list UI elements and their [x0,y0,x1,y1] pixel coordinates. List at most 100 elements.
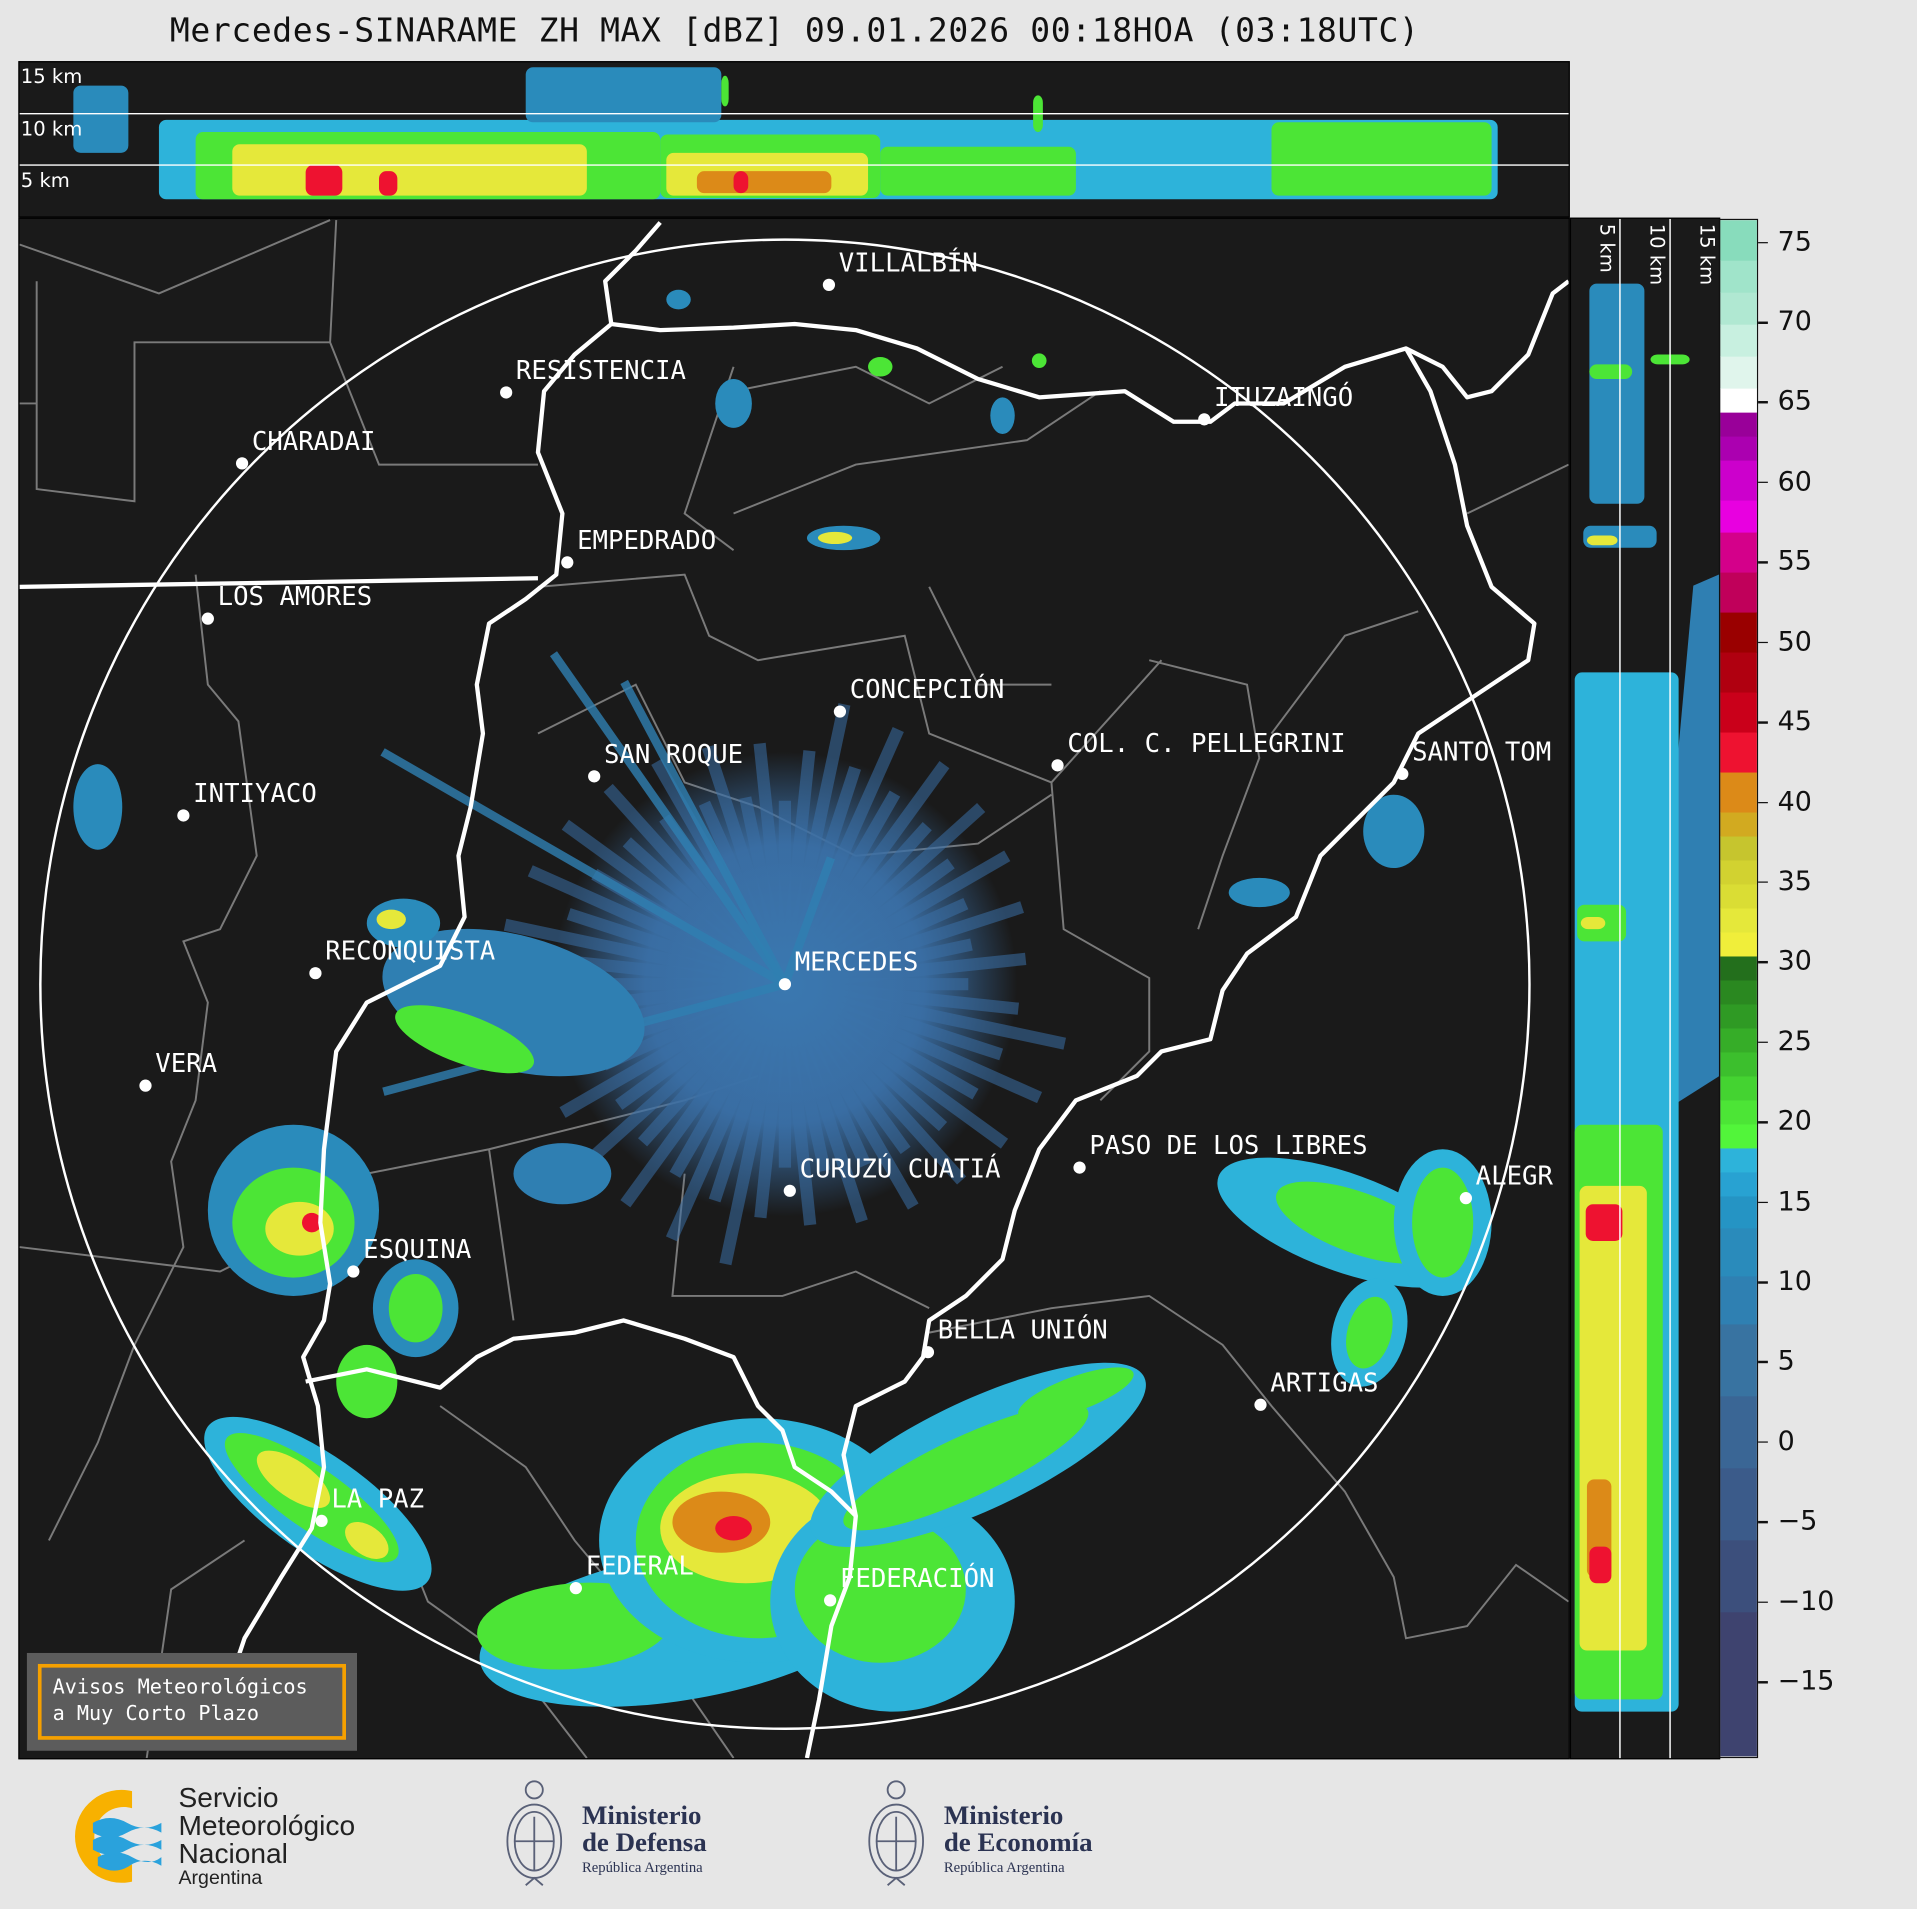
radar-clutter-ray [549,651,789,987]
radar-echo [525,67,722,123]
radar-clutter-ray [620,679,789,987]
radar-echo [256,1450,331,1509]
colorbar-bin [1720,220,1757,261]
city-label: RECONQUISTA [325,936,496,966]
radar-echo [232,144,587,196]
city-marker [139,1079,152,1092]
figure-title: Mercedes-SINARAME ZH MAX [dBZ] 09.01.202… [169,12,1420,51]
colorbar-tick: 10 [1758,1266,1812,1298]
river-border [218,322,613,1713]
radar-echo [395,1005,535,1074]
colorbar-bin [1720,955,1757,981]
height-label-10km: 10 km [1645,223,1669,286]
colorbar-bin [1720,835,1757,861]
colorbar-bin [1720,292,1757,325]
city-label: FEDERAL [585,1551,694,1581]
colorbar-tick: 20 [1758,1106,1812,1138]
colorbar-bin [1720,931,1757,957]
colorbar-bin [1720,1195,1757,1229]
colorbar-tick-label: 25 [1777,1026,1812,1058]
radar-echo [1412,1167,1474,1278]
colorbar-bin [1720,356,1757,389]
radar-echo [1589,283,1645,504]
economia-line-1: Ministerio [943,1799,1064,1831]
city-label: CHARADAI [251,426,376,457]
radar-map[interactable]: VILLALBÍN RESISTENCIA CHARADAI ITUZAINGÓ EMP… [18,217,1570,1760]
smn-logo: Servicio Meteorológico Nacional Argentin… [56,1779,386,1889]
city-label: ALEGR [1475,1161,1553,1191]
colorbar-tick-label: 15 [1777,1186,1812,1218]
radar-echo [715,379,752,428]
city-marker [921,1346,935,1359]
colorbar-tick-label: 10 [1777,1266,1812,1298]
radar-clutter-ray [380,748,788,988]
radar-echo [880,146,1076,196]
colorbar-tick-label: 20 [1777,1106,1812,1138]
economia-logo: Ministerio de Economía República Argenti… [856,1773,1125,1895]
city-label: FEDERACIÓN [839,1563,995,1594]
city-marker [1073,1161,1086,1174]
colorbar-bin [1720,260,1757,293]
colorbar-tick-label: 55 [1777,546,1812,578]
colorbar-bin [1720,771,1757,813]
colorbar-bin [1720,979,1757,1005]
colorbar-bin [1720,1539,1757,1613]
city-marker [315,1514,328,1528]
radar-echo [817,531,853,545]
colorbar-bin [1720,883,1757,909]
admin-boundary [928,1294,1569,1640]
side-height-panel: 5 km 10 km 15 km [1569,217,1721,1760]
radar-echo [388,1273,443,1343]
colorbar-bin [1720,691,1757,733]
economia-line-2: de Economía [943,1826,1093,1858]
radar-echo [733,171,749,194]
radar-echo [868,356,893,377]
radar-echo [1589,1546,1612,1584]
colorbar-tick: 0 [1758,1427,1795,1457]
colorbar-tick-label: 40 [1777,786,1812,818]
colorbar-bin [1720,324,1757,357]
city-marker [235,457,249,470]
colorbar-bin [1720,731,1757,773]
colorbar-bin [1720,859,1757,885]
colorbar-tick: 5 [1758,1347,1795,1377]
colorbar-tick: −15 [1758,1667,1834,1697]
colorbar-bin [1720,651,1757,693]
colorbar-bin [1720,1123,1757,1149]
colorbar-bin [1720,1227,1757,1277]
city-label: CONCEPCIÓN [849,674,1005,705]
colorbar-bin [1720,1003,1757,1029]
warning-link-box[interactable]: Avisos Meteorológicos a Muy Corto Plazo [26,1652,357,1751]
city-label: PASO DE LOS LIBRES [1089,1130,1368,1161]
river-border [804,347,1537,1759]
radar-echo [1271,122,1492,196]
top-panel-echoes [19,67,1569,200]
radar-echo [715,1516,752,1541]
radar-echo [1018,1367,1134,1421]
colorbar-tick-label: 75 [1777,226,1812,258]
colorbar-tick: 60 [1758,467,1812,497]
radar-echo [666,289,691,310]
radar-echo [1031,353,1047,369]
height-label-5km: 5 km [20,168,70,192]
radar-echo [345,1522,389,1559]
colorbar-bin [1720,1323,1757,1397]
river-border [603,221,1569,424]
colorbar-tick: 75 [1758,226,1812,258]
radar-echo [305,165,343,196]
colorbar-tick: 35 [1758,867,1812,897]
city-marker [778,978,792,991]
city-label: SAN ROQUE [603,739,744,770]
admin-boundary [683,366,1163,784]
defensa-logo: Ministerio de Defensa República Argentin… [494,1773,751,1895]
height-label-10km: 10 km [20,117,83,141]
defensa-line-3: República Argentina [581,1858,703,1876]
city-marker [833,705,847,718]
admin-boundary [19,219,538,503]
city-marker [177,809,190,822]
colorbar-bin [1720,436,1757,461]
colorbar-tick: 65 [1758,387,1812,417]
colorbar-tick-label: 30 [1777,946,1812,978]
colorbar-bin [1720,1275,1757,1325]
radar-echo [794,1516,966,1663]
